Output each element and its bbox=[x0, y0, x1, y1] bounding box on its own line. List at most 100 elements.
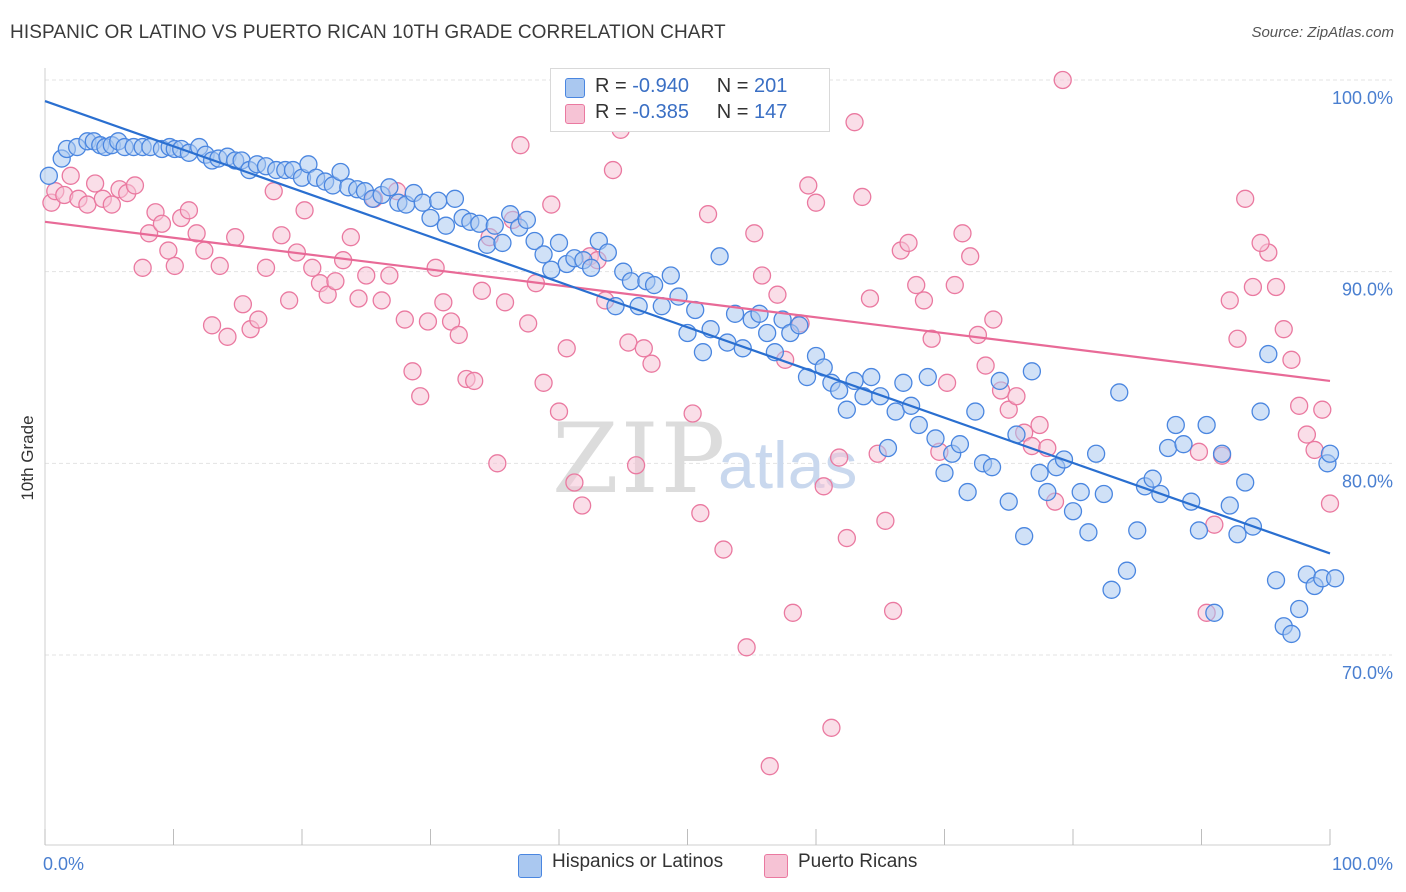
trend-line-hispanics bbox=[44, 100, 1331, 555]
puerto-ricans-point bbox=[698, 205, 718, 224]
legend-swatch-pink bbox=[565, 104, 585, 124]
puerto-ricans-point bbox=[557, 339, 576, 358]
puerto-ricans-point bbox=[837, 528, 856, 548]
puerto-ricans-point bbox=[326, 272, 345, 291]
puerto-ricans-point bbox=[256, 258, 276, 277]
hispanics-point bbox=[790, 316, 809, 335]
hispanics-point bbox=[918, 367, 937, 387]
hispanics-point bbox=[958, 482, 977, 502]
puerto-ricans-point bbox=[1228, 329, 1247, 348]
puerto-ricans-point bbox=[488, 454, 507, 473]
puerto-ricans-point bbox=[876, 511, 895, 530]
puerto-ricans-point bbox=[1320, 494, 1340, 513]
hispanics-point bbox=[470, 214, 489, 233]
puerto-ricans-point bbox=[226, 228, 245, 247]
hispanics-point bbox=[549, 233, 569, 253]
puerto-ricans-point bbox=[542, 195, 561, 214]
puerto-ricans-point bbox=[937, 373, 957, 392]
bottom-legend-swatch-blue bbox=[518, 854, 542, 878]
hispanics-point bbox=[429, 191, 448, 210]
legend-r-value: -0.385 bbox=[632, 101, 689, 123]
puerto-ricans-point bbox=[907, 275, 926, 295]
puerto-ricans-point bbox=[125, 176, 145, 195]
hispanics-point bbox=[710, 247, 729, 266]
puerto-ricans-point bbox=[799, 176, 818, 195]
puerto-ricans-point bbox=[914, 291, 934, 310]
puerto-ricans-point bbox=[1220, 291, 1239, 310]
puerto-ricans-point bbox=[233, 295, 253, 314]
hispanics-point bbox=[1063, 502, 1083, 521]
puerto-ricans-point bbox=[626, 456, 646, 475]
hispanics-point bbox=[982, 458, 1002, 477]
puerto-ricans-point bbox=[737, 638, 756, 657]
puerto-ricans-point bbox=[853, 187, 872, 207]
puerto-ricans-point bbox=[152, 214, 172, 233]
puerto-ricans-point bbox=[945, 275, 964, 295]
puerto-ricans-point bbox=[760, 757, 779, 776]
puerto-ricans-point bbox=[395, 310, 414, 329]
puerto-ricans-point bbox=[465, 371, 484, 391]
puerto-ricans-point bbox=[1053, 70, 1072, 90]
puerto-ricans-point bbox=[822, 718, 841, 737]
puerto-ricans-point bbox=[1313, 400, 1332, 419]
y-axis-label: 10th Grade bbox=[18, 415, 37, 500]
hispanics-point bbox=[1266, 571, 1286, 590]
hispanics-point bbox=[837, 400, 856, 419]
hispanics-point bbox=[1320, 444, 1340, 463]
puerto-ricans-point bbox=[102, 195, 121, 214]
hispanics-point bbox=[909, 415, 928, 435]
puerto-ricans-point bbox=[953, 224, 972, 243]
hispanics-point bbox=[1102, 580, 1121, 599]
puerto-ricans-point bbox=[1266, 277, 1286, 297]
legend-text-puerto-ricans: R = -0.385 N = 147 bbox=[595, 101, 787, 124]
puerto-ricans-point bbox=[411, 387, 430, 406]
puerto-ricans-point bbox=[426, 258, 445, 277]
puerto-ricans-point bbox=[1189, 442, 1209, 461]
bottom-legend-swatch-pink bbox=[764, 854, 788, 878]
puerto-ricans-point bbox=[1290, 396, 1309, 415]
legend-r-value: -0.940 bbox=[632, 75, 689, 97]
puerto-ricans-point bbox=[279, 291, 299, 310]
puerto-ricans-point bbox=[418, 312, 438, 331]
puerto-ricans-point bbox=[1243, 277, 1263, 297]
hispanics-point bbox=[1038, 482, 1057, 502]
hispanics-point bbox=[413, 193, 432, 212]
hispanics-point bbox=[966, 402, 985, 421]
hispanics-point bbox=[1174, 435, 1193, 454]
puerto-ricans-point bbox=[1305, 440, 1324, 460]
legend-n-value: 147 bbox=[754, 101, 788, 123]
hispanics-point bbox=[725, 304, 745, 323]
puerto-ricans-point bbox=[1297, 425, 1317, 444]
puerto-ricans-point bbox=[210, 256, 229, 276]
puerto-ricans-point bbox=[714, 540, 733, 559]
hispanics-point bbox=[445, 189, 465, 208]
x-tick-label: 100.0% bbox=[1332, 854, 1393, 874]
puerto-ricans-point bbox=[565, 473, 584, 492]
puerto-ricans-point bbox=[249, 310, 268, 329]
hispanics-point bbox=[517, 210, 537, 230]
hispanics-point bbox=[485, 216, 504, 235]
hispanics-point bbox=[750, 304, 769, 323]
hispanics-point bbox=[1212, 444, 1232, 463]
puerto-ricans-point bbox=[449, 325, 468, 345]
puerto-ricans-point bbox=[783, 603, 803, 622]
puerto-ricans-point bbox=[264, 182, 283, 201]
puerto-ricans-point bbox=[218, 327, 237, 346]
hispanics-point bbox=[1117, 561, 1137, 580]
hispanics-point bbox=[661, 266, 680, 285]
hispanics-point bbox=[886, 402, 905, 421]
puerto-ricans-point bbox=[1251, 233, 1270, 253]
hispanics-point bbox=[669, 287, 688, 306]
x-tick-labels: 0.0% 100.0% bbox=[43, 854, 1393, 874]
hispanics-point bbox=[950, 435, 970, 454]
x-tick-label: 0.0% bbox=[43, 854, 84, 874]
hispanics-point bbox=[1189, 521, 1209, 540]
puerto-ricans-point bbox=[511, 136, 530, 155]
hispanics-point bbox=[436, 216, 456, 235]
y-tick-label: 100.0% bbox=[1332, 88, 1393, 108]
hispanics-point bbox=[542, 260, 561, 279]
y-tick-labels: 70.0% 80.0% 90.0% 100.0% bbox=[1332, 88, 1393, 683]
trend-lines bbox=[44, 100, 1331, 555]
hispanics-point bbox=[862, 367, 881, 387]
y-tick-label: 90.0% bbox=[1342, 280, 1393, 300]
